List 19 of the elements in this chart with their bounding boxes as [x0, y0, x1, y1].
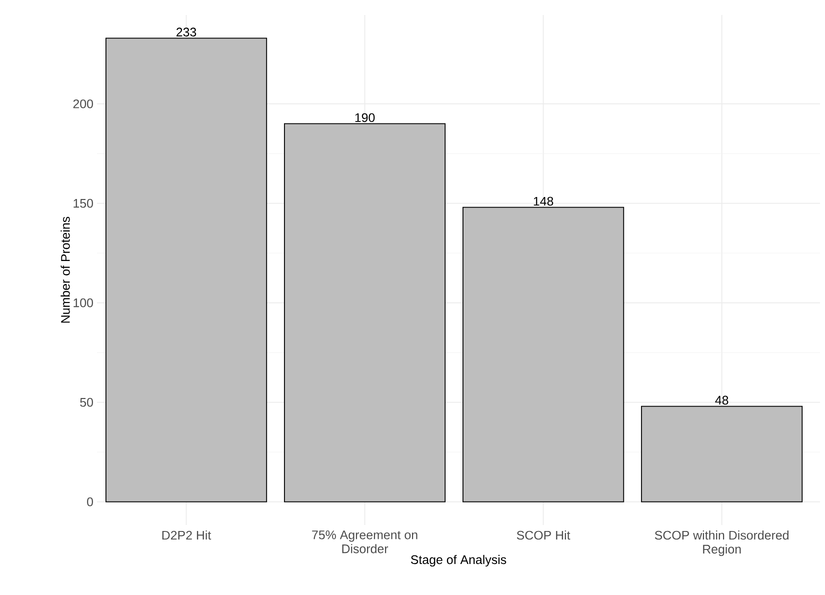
data-label: 48	[715, 396, 728, 405]
bar	[641, 406, 803, 502]
y-tick-label: 0	[87, 497, 93, 506]
bar	[105, 38, 268, 502]
y-tick-label: 50	[80, 398, 93, 407]
y-tick-label: 100	[74, 298, 93, 308]
x-tick-label: SCOP within Disordered Region	[654, 530, 788, 556]
bar	[284, 123, 446, 502]
x-tick-label: D2P2 Hit	[162, 530, 212, 540]
data-label: 190	[355, 113, 375, 122]
x-tick-label: 75% Agreement on Disorder	[312, 530, 418, 554]
bar	[462, 206, 624, 502]
y-axis-title: Number of Proteins	[60, 216, 70, 323]
y-tick-label: 200	[73, 99, 93, 108]
x-axis-title: Stage of Analysis	[410, 554, 506, 567]
y-tick-label: 150	[74, 198, 93, 208]
data-label: 233	[176, 28, 196, 36]
x-tick-label: SCOP Hit	[516, 530, 570, 540]
data-label: 148	[534, 196, 554, 206]
